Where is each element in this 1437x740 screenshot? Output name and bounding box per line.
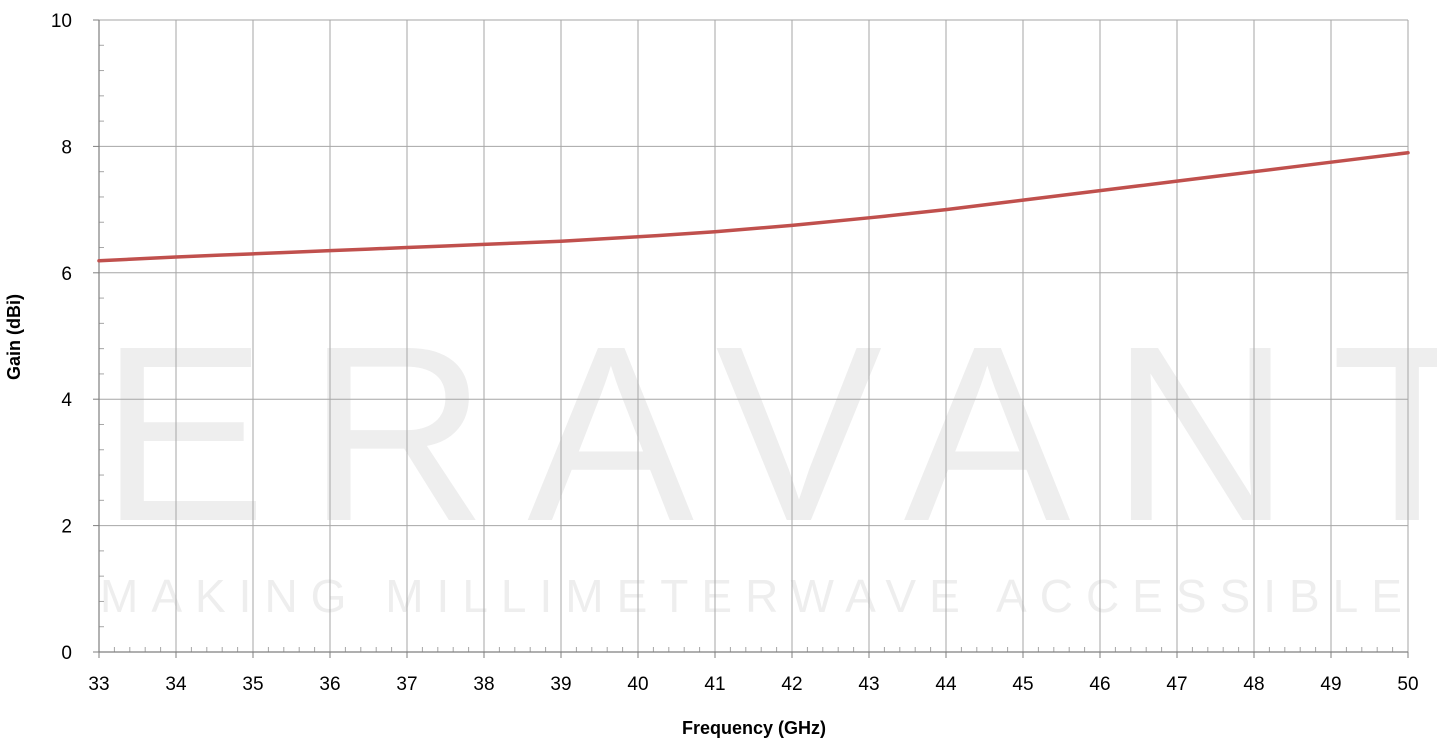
x-tick-label: 49: [1320, 674, 1341, 695]
gain-series-line: [97, 150, 1410, 263]
x-tick-label: 36: [319, 674, 340, 695]
x-tick-label: 44: [935, 674, 957, 695]
x-tick-label: 34: [165, 674, 187, 695]
x-tick-label: 39: [550, 674, 571, 695]
minor-ticks: [99, 44, 1394, 652]
y-tick-label: 4: [61, 390, 72, 411]
x-tick-label: 50: [1397, 674, 1418, 695]
x-tick-label: 43: [858, 674, 879, 695]
y-tick-label: 0: [61, 643, 72, 664]
y-axis-title: Gain (dBi): [4, 294, 24, 380]
x-tick-label: 46: [1089, 674, 1110, 695]
watermark: ERAVANT MAKING MILLIMETERWAVE ACCESSIBLE: [100, 294, 1437, 622]
watermark-tagline: MAKING MILLIMETERWAVE ACCESSIBLE: [100, 570, 1415, 622]
x-tick-label: 47: [1166, 674, 1187, 695]
series-layer: [97, 150, 1410, 263]
watermark-logo-text: ERAVANT: [100, 294, 1437, 573]
x-axis-title: Frequency (GHz): [682, 718, 826, 738]
x-tick-label: 33: [88, 674, 109, 695]
x-tick-label: 40: [627, 674, 648, 695]
y-tick-labels: 0 2 4 6 8 10: [51, 11, 73, 664]
y-tick-label: 2: [61, 517, 72, 538]
x-tick-labels: 33 34 35 36 37 38 39 40 41 42 43 44 45 46 47 48 49 50: [88, 674, 1418, 695]
x-tick-label: 41: [704, 674, 725, 695]
x-tick-label: 48: [1243, 674, 1264, 695]
x-tick-label: 38: [473, 674, 494, 695]
y-tick-label: 6: [61, 264, 72, 285]
y-tick-label: 10: [51, 11, 72, 32]
x-tick-label: 37: [396, 674, 417, 695]
x-tick-label: 42: [781, 674, 802, 695]
x-tick-label: 35: [242, 674, 263, 695]
y-tick-label: 8: [61, 137, 72, 158]
axes: [93, 19, 1409, 658]
x-tick-label: 45: [1012, 674, 1033, 695]
grid-lines: [99, 19, 1409, 652]
